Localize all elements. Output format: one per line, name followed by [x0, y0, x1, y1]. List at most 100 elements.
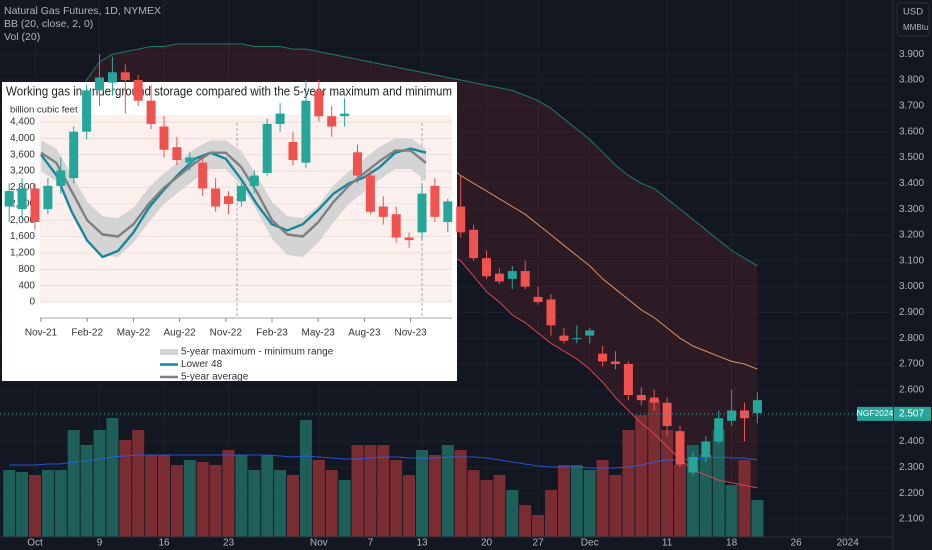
last-price-label: 2.507 [899, 408, 924, 419]
x-tick-label: 23 [223, 538, 235, 549]
candle-body [572, 338, 582, 340]
symbol-tag [857, 406, 893, 421]
volume-bar [661, 430, 674, 537]
inset-y-tick-label: 800 [18, 264, 35, 275]
y-tick-label: 2.100 [899, 514, 924, 525]
volume-bar [325, 470, 338, 537]
inset-y-tick-label: 4,000 [10, 133, 35, 144]
candle-body [636, 395, 646, 401]
bb-upper-line [9, 43, 758, 267]
inset-y-tick-label: 2,000 [10, 215, 35, 226]
volume-bar [338, 480, 351, 537]
volume-bar [364, 445, 377, 537]
volume-bar [222, 450, 235, 537]
price-tag [894, 406, 931, 421]
inset-y-tick-label: 3,200 [10, 166, 35, 177]
candle-body [288, 141, 298, 161]
candle-body [340, 113, 350, 117]
volume-bar [312, 460, 325, 537]
volume-bar [506, 490, 519, 537]
series-line [40, 147, 427, 259]
inset-y-tick-label: 3,600 [10, 149, 35, 160]
volume-bar [261, 455, 274, 537]
symbol-label: NGF2024 [857, 408, 894, 418]
y-tick-label: 3.300 [899, 204, 924, 215]
x-tick-label: 16 [158, 538, 170, 549]
y-tick-label: 3.600 [899, 126, 924, 137]
candle-body [249, 175, 259, 186]
y-tick-label: 3.800 [899, 75, 924, 86]
x-tick-label: 26 [791, 538, 803, 549]
volume-bar [635, 415, 648, 537]
y-tick-label: 3.100 [899, 255, 924, 266]
x-tick-label: Dec [581, 538, 599, 549]
bb-label: BB (20, close, 2, 0) [4, 18, 93, 30]
legend-label: 5-year average [181, 372, 249, 383]
y-tick-label: 2.900 [899, 307, 924, 318]
candle-body [662, 402, 672, 426]
volume-bar [609, 475, 622, 537]
candle-body [727, 410, 737, 421]
volume-bar [196, 462, 209, 537]
volume-bar [583, 470, 596, 537]
inset-x-tick-label: Aug-23 [348, 328, 381, 339]
x-tick-label: 20 [481, 538, 493, 549]
y-tick-label: 2.600 [899, 384, 924, 395]
volume-bar [493, 475, 506, 537]
candle-body [520, 271, 530, 287]
inset-y-tick-label: 1,200 [10, 248, 35, 259]
candle-body [611, 361, 620, 365]
inset-chart: 04008001,2001,6002,0002,4002,8003,2003,6… [2, 82, 457, 383]
candle-body [507, 271, 517, 279]
volume-bar [351, 445, 364, 537]
candle-body [353, 152, 362, 176]
candle-body [133, 80, 143, 101]
y-tick-label: 3.700 [899, 100, 924, 111]
candle-body [391, 214, 401, 238]
volume-bar [41, 470, 54, 537]
candle-body [365, 175, 375, 212]
volume-bar [545, 490, 557, 537]
candle-body [185, 157, 195, 163]
candle-body [314, 90, 324, 117]
y-tick-label: 3.400 [899, 178, 924, 189]
x-tick-label: 2024 [837, 538, 860, 549]
x-tick-label: Oct [27, 538, 43, 549]
candle-body [224, 196, 233, 204]
candle-body [211, 188, 221, 207]
volume-bar [235, 455, 248, 537]
volume-bar [390, 460, 403, 537]
inset-y-tick-label: 2,800 [10, 182, 35, 193]
legend-label: 5-year maximum - minimum range [181, 347, 334, 358]
x-tick-label: 11 [662, 538, 673, 549]
candle-body [714, 418, 724, 442]
candle-body [688, 456, 698, 473]
y-tick-label: 3.900 [899, 49, 924, 60]
legend-label: Lower 48 [181, 359, 223, 370]
volume-bar [248, 470, 261, 537]
candle-body [4, 191, 14, 207]
candle-body [198, 162, 208, 189]
chart-title: Natural Gas Futures, 1D, NYMEX [4, 5, 161, 17]
candle-body [95, 77, 104, 91]
y-tick-label: 2.700 [899, 359, 924, 370]
y-tick-label: 2.300 [899, 462, 924, 473]
volume-bar [532, 515, 545, 537]
volume-bar [441, 445, 454, 537]
volume-bar [622, 430, 635, 537]
candle-body [146, 100, 156, 124]
volume-ma-line [9, 454, 758, 469]
volume-bar [119, 440, 132, 537]
candle-body [56, 170, 66, 186]
volume-bar [648, 400, 661, 537]
y-tick-label: 3.200 [899, 230, 924, 241]
candle-body [275, 113, 285, 124]
candle-body [752, 400, 762, 414]
candle-body [236, 185, 246, 202]
volume-bar [480, 480, 493, 537]
candle-body [598, 353, 608, 362]
inset-y-tick-label: 4,400 [10, 117, 35, 128]
volume-bar [106, 418, 119, 537]
volume-bar [29, 475, 41, 537]
